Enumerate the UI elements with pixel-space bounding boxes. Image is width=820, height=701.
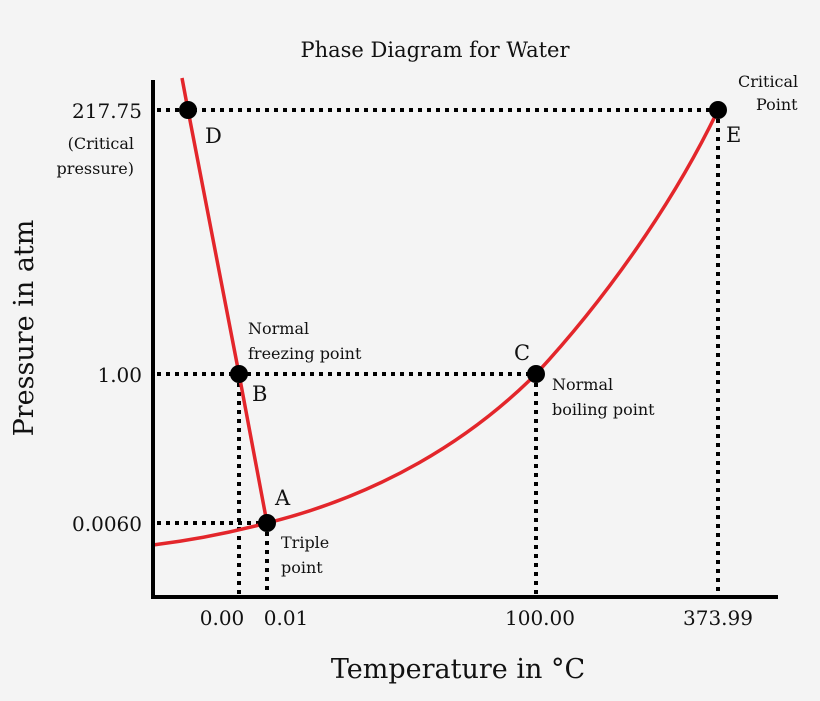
y-tick-note: (Critical — [68, 134, 134, 153]
x-tick-label: 100.00 — [505, 606, 575, 630]
point-D — [179, 101, 197, 119]
point-A — [258, 514, 276, 532]
desc-C-2: boiling point — [552, 400, 655, 419]
y-tick-label: 217.75 — [72, 99, 142, 123]
x-tick-label: 0.01 — [264, 606, 309, 630]
label-C: C — [514, 341, 530, 365]
guide-lines — [157, 108, 720, 595]
x-axis-title: Temperature in °C — [331, 654, 585, 685]
points — [179, 101, 727, 532]
x-tick-label: 373.99 — [683, 606, 753, 630]
label-D: D — [205, 124, 222, 148]
label-B: B — [252, 382, 267, 406]
desc-E-1: Critical — [738, 72, 798, 91]
y-axis-title: Pressure in atm — [9, 220, 40, 437]
desc-A-1: Triple — [281, 533, 329, 552]
desc-B-1: Normal — [248, 319, 309, 338]
point-B — [230, 365, 248, 383]
vaporization-curve — [152, 109, 720, 547]
desc-A-2: point — [281, 558, 323, 577]
y-tick-label: 0.0060 — [72, 512, 142, 536]
x-tick-label: 0.00 — [200, 606, 245, 630]
y-tick-label: 1.00 — [97, 363, 142, 387]
y-tick-note: pressure) — [57, 159, 134, 178]
desc-C-1: Normal — [552, 375, 613, 394]
label-A: A — [274, 486, 291, 510]
chart-title: Phase Diagram for Water — [300, 38, 570, 62]
fusion-curve — [180, 77, 269, 524]
desc-B-2: freezing point — [248, 344, 362, 363]
desc-E-2: Point — [756, 95, 798, 114]
point-E — [709, 101, 727, 119]
label-E: E — [726, 123, 741, 147]
point-C — [527, 365, 545, 383]
